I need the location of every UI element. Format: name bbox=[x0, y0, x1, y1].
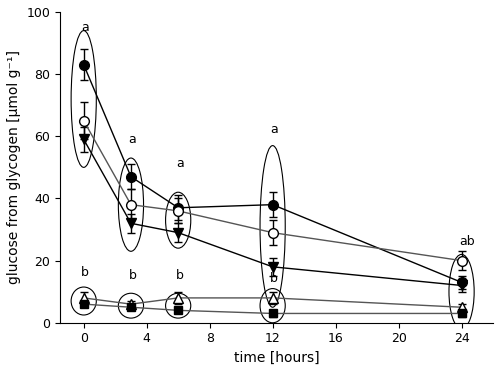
Text: b: b bbox=[82, 266, 89, 279]
X-axis label: time [hours]: time [hours] bbox=[234, 351, 320, 365]
Text: a: a bbox=[270, 123, 278, 136]
Text: b: b bbox=[128, 269, 136, 282]
Text: b: b bbox=[270, 272, 278, 285]
Text: a: a bbox=[82, 21, 89, 34]
Text: ab: ab bbox=[459, 235, 475, 248]
Text: a: a bbox=[176, 157, 184, 170]
Y-axis label: glucose from glycogen [μmol g⁻¹]: glucose from glycogen [μmol g⁻¹] bbox=[7, 50, 21, 284]
Text: a: a bbox=[128, 132, 136, 145]
Text: b: b bbox=[176, 269, 184, 282]
